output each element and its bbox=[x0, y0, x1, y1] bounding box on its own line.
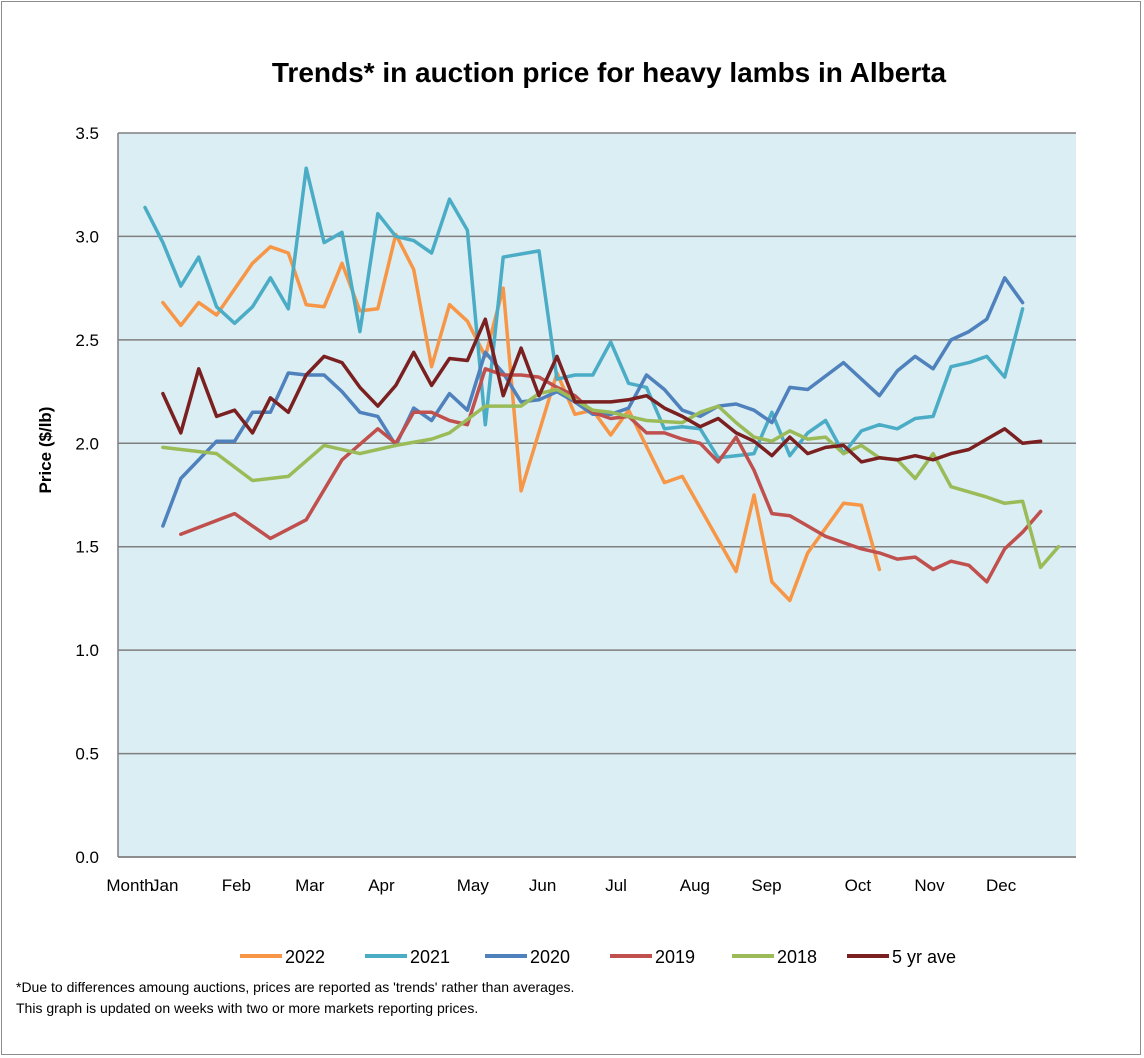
series-line-2019 bbox=[179, 367, 1043, 584]
y-tick-label: 1.0 bbox=[75, 641, 99, 660]
y-axis-label: Price ($/lb) bbox=[36, 407, 55, 494]
gridlines bbox=[117, 132, 1076, 858]
x-tick-label-sep: Sep bbox=[751, 876, 781, 895]
series-line-5-yr-ave bbox=[161, 317, 1043, 464]
legend-label-2022: 2022 bbox=[285, 947, 325, 967]
legend-label-2020: 2020 bbox=[530, 947, 570, 967]
series-line-2021 bbox=[143, 166, 1025, 460]
x-tick-label-feb: Feb bbox=[222, 876, 251, 895]
y-tick-label: 2.0 bbox=[75, 434, 99, 453]
x-tick-label-jul: Jul bbox=[605, 876, 627, 895]
chart-title: Trends* in auction price for heavy lambs… bbox=[272, 57, 947, 88]
plot-area bbox=[118, 133, 1076, 857]
footnote-line-2: This graph is updated on weeks with two … bbox=[16, 1000, 478, 1016]
y-tick-label: 0.0 bbox=[75, 848, 99, 867]
y-tick-label: 0.5 bbox=[75, 745, 99, 764]
x-tick-label-oct: Oct bbox=[845, 876, 872, 895]
y-axis-ticks: 0.0 0.5 1.0 1.5 2.0 2.5 3.0 3.5 bbox=[75, 124, 99, 867]
legend: 2022 2021 2020 2019 2018 5 yr ave bbox=[240, 947, 956, 967]
legend-label-2018: 2018 bbox=[777, 947, 817, 967]
y-tick-label: 1.5 bbox=[75, 538, 99, 557]
x-axis-first-label: Month bbox=[106, 876, 153, 895]
y-tick-label: 3.5 bbox=[75, 124, 99, 143]
legend-label-5-yr-ave: 5 yr ave bbox=[892, 947, 956, 967]
x-tick-label-dec: Dec bbox=[986, 876, 1017, 895]
x-tick-label-mar: Mar bbox=[295, 876, 325, 895]
y-tick-label: 3.0 bbox=[75, 227, 99, 246]
x-tick-label-jun: Jun bbox=[529, 876, 556, 895]
x-tick-label-nov: Nov bbox=[914, 876, 945, 895]
legend-label-2019: 2019 bbox=[655, 947, 695, 967]
legend-label-2021: 2021 bbox=[410, 947, 450, 967]
footnote-line-1: *Due to differences amoung auctions, pri… bbox=[16, 979, 574, 995]
x-tick-label-aug: Aug bbox=[680, 876, 710, 895]
y-tick-label: 2.5 bbox=[75, 331, 99, 350]
series-line-2018 bbox=[161, 387, 1061, 570]
x-tick-label-apr: Apr bbox=[368, 876, 395, 895]
x-tick-label-jan: Jan bbox=[151, 876, 178, 895]
x-tick-label-may: May bbox=[457, 876, 490, 895]
series-line-2020 bbox=[161, 276, 1025, 528]
series-lines bbox=[143, 166, 1061, 603]
